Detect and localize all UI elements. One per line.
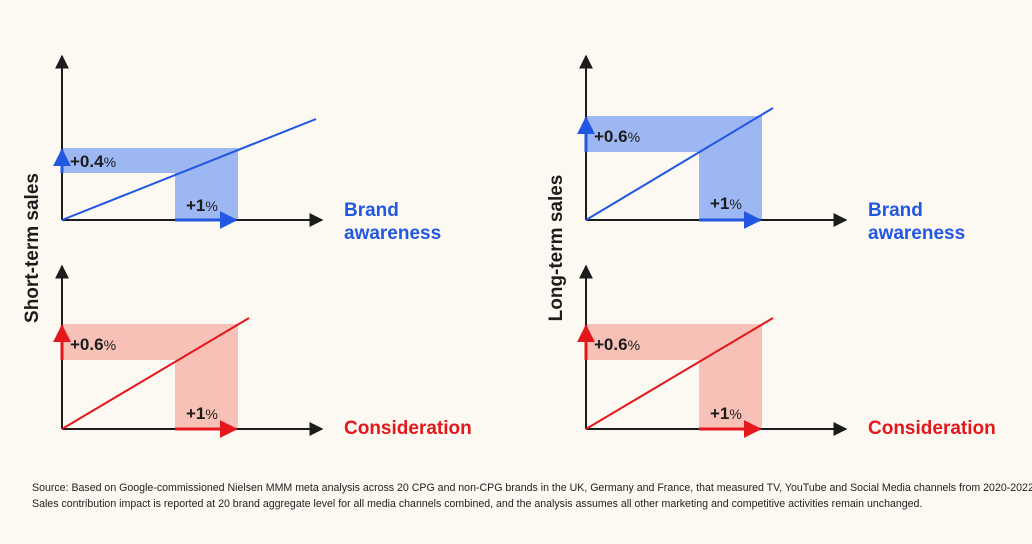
- driver-label-line2: awareness: [868, 223, 965, 244]
- x-effect-value: +1: [186, 196, 205, 215]
- y-effect-label: +0.4%: [70, 152, 116, 171]
- source-line-1: Source: Based on Google-commissioned Nie…: [32, 482, 1032, 494]
- x-effect-label: +1%: [710, 194, 742, 213]
- x-effect-value: +1: [186, 404, 205, 423]
- response-line: [585, 317, 774, 430]
- short-term-sales-axis-title: Short-term sales: [22, 173, 43, 323]
- y-effect-label: +0.6%: [70, 335, 116, 354]
- y-effect-value: +0.6: [70, 335, 104, 354]
- driver-label-line2: awareness: [344, 223, 441, 244]
- driver-label: Consideration: [344, 418, 472, 439]
- panel-short-term-brand-awareness: +0.4% +1% Brand awareness: [53, 54, 441, 244]
- panel-long-term-consideration: +0.6% +1% Consideration: [577, 264, 996, 439]
- x-effect-label: +1%: [186, 404, 218, 423]
- y-effect-value: +0.6: [594, 127, 628, 146]
- driver-label: Consideration: [868, 418, 996, 439]
- y-effect-unit: %: [628, 337, 640, 353]
- x-effect-band: [699, 324, 762, 429]
- x-effect-unit: %: [729, 196, 741, 212]
- x-effect-value: +1: [710, 404, 729, 423]
- y-effect-unit: %: [104, 337, 116, 353]
- y-effect-unit: %: [628, 129, 640, 145]
- response-line: [585, 107, 774, 221]
- source-footnote: Source: Based on Google-commissioned Nie…: [32, 480, 1032, 512]
- y-effect-label: +0.6%: [594, 335, 640, 354]
- panel-short-term-consideration: +0.6% +1% Consideration: [53, 264, 472, 439]
- y-effect-value: +0.4: [70, 152, 104, 171]
- x-effect-label: +1%: [186, 196, 218, 215]
- response-line: [61, 317, 250, 430]
- x-effect-label: +1%: [710, 404, 742, 423]
- source-line-2: Sales contribution impact is reported at…: [32, 498, 923, 510]
- driver-label-line1: Brand: [344, 200, 399, 221]
- y-effect-label: +0.6%: [594, 127, 640, 146]
- driver-label-line1: Brand: [868, 200, 923, 221]
- panel-long-term-brand-awareness: +0.6% +1% Brand awareness: [577, 54, 965, 244]
- x-effect-band: [175, 148, 238, 220]
- x-effect-unit: %: [205, 198, 217, 214]
- x-effect-unit: %: [205, 406, 217, 422]
- x-effect-band: [175, 324, 238, 429]
- long-term-sales-axis-title: Long-term sales: [546, 175, 567, 322]
- y-effect-unit: %: [104, 154, 116, 170]
- response-line: [61, 118, 317, 221]
- x-effect-unit: %: [729, 406, 741, 422]
- y-effect-value: +0.6: [594, 335, 628, 354]
- x-effect-value: +1: [710, 194, 729, 213]
